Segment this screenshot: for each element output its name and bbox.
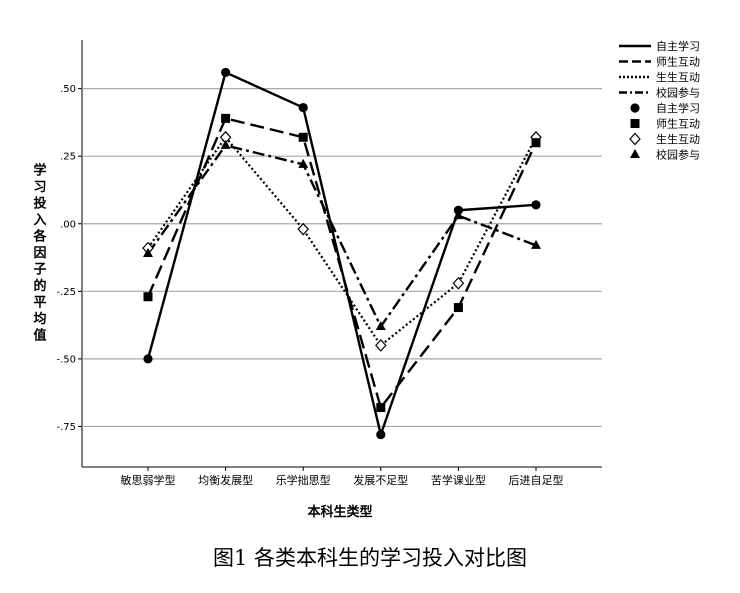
series-line-dashdot	[147, 144, 537, 328]
data-point-marker	[630, 103, 640, 113]
legend-label: 校园参与	[656, 148, 700, 162]
legend-label: 自主学习	[656, 101, 700, 115]
data-point-marker	[375, 320, 386, 330]
data-point-marker	[298, 132, 308, 142]
y-axis-ticks: .50 .25 .00 -.25 -.50 -.75	[56, 84, 82, 433]
y-tick-label: -.25	[56, 287, 76, 298]
data-point-marker	[298, 102, 308, 113]
data-point-marker	[531, 200, 541, 210]
figure-caption: 图1 各类本科生的学习投入对比图	[212, 546, 528, 570]
data-point-marker	[376, 403, 386, 413]
data-point-marker	[531, 239, 541, 249]
x-tick-label: 后进自足型	[509, 473, 564, 487]
data-point-marker	[376, 429, 386, 440]
legend-label: 生生互动	[656, 70, 700, 84]
data-point-marker	[143, 292, 153, 302]
series-markers	[142, 67, 542, 440]
data-point-marker	[298, 158, 309, 168]
legend-label: 师生互动	[656, 117, 700, 131]
plot-area	[81, 40, 602, 468]
x-tick-label: 苦学课业型	[431, 473, 486, 487]
series-line-dashed	[146, 117, 538, 409]
data-point-marker	[374, 338, 387, 352]
data-point-marker	[221, 67, 231, 78]
y-tick-label: .25	[60, 152, 76, 163]
x-axis-title: 本科生类型	[307, 504, 372, 520]
data-point-marker	[297, 222, 310, 236]
data-point-marker	[143, 354, 153, 364]
legend-label: 师生互动	[656, 55, 700, 69]
x-tick-label: 敏思弱学型	[121, 473, 176, 487]
y-tick-label: -.50	[56, 354, 76, 365]
data-point-marker	[629, 132, 641, 146]
data-point-marker	[452, 276, 465, 290]
y-tick-label: .00	[60, 219, 76, 230]
data-point-marker	[630, 149, 640, 158]
data-point-marker	[220, 139, 231, 149]
x-tick-label: 发展不足型	[353, 473, 408, 487]
legend-label: 生生互动	[656, 132, 700, 146]
x-axis-ticks: 敏思弱学型 均衡发展型 乐学拙思型 发展不足型 苦学课业型 后进自足型	[121, 467, 564, 487]
data-point-marker	[453, 303, 463, 313]
x-tick-label: 乐学拙思型	[276, 473, 331, 487]
data-point-marker	[221, 113, 231, 123]
x-tick-label: 均衡发展型	[198, 473, 253, 487]
series-line-dotted	[147, 136, 537, 347]
y-tick-label: .50	[60, 84, 76, 95]
data-point-marker	[143, 248, 153, 257]
y-tick-label: -.75	[56, 422, 76, 433]
legend-label: 校园参与	[656, 86, 700, 100]
series-line-solid	[146, 71, 537, 436]
data-point-marker	[453, 205, 463, 215]
data-point-marker	[531, 138, 541, 148]
data-point-marker	[630, 119, 640, 128]
legend-label: 自主学习	[656, 39, 700, 53]
series-lines	[146, 71, 538, 436]
y-axis-title: 学习投入各因子的平均值	[32, 163, 47, 344]
gridlines	[82, 88, 602, 428]
